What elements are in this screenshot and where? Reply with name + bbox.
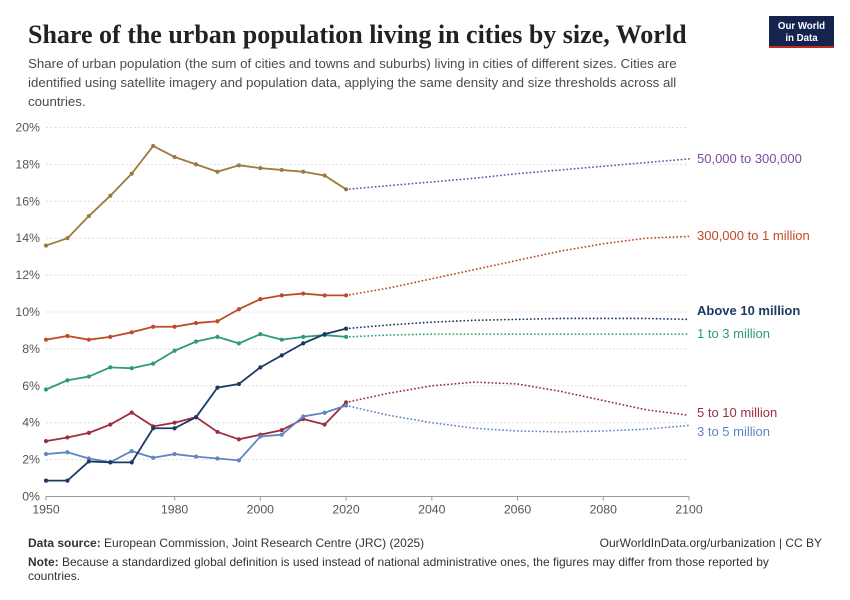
svg-text:0%: 0% xyxy=(22,490,40,504)
svg-text:2040: 2040 xyxy=(418,503,446,517)
svg-text:2020: 2020 xyxy=(332,503,360,517)
svg-text:14%: 14% xyxy=(15,231,40,245)
svg-text:20%: 20% xyxy=(15,121,40,135)
svg-text:10%: 10% xyxy=(15,305,40,319)
svg-text:1950: 1950 xyxy=(32,503,60,517)
svg-text:2000: 2000 xyxy=(247,503,275,517)
svg-text:2100: 2100 xyxy=(675,503,703,517)
svg-text:2%: 2% xyxy=(22,453,40,467)
svg-text:8%: 8% xyxy=(22,342,40,356)
svg-text:16%: 16% xyxy=(15,194,40,208)
svg-text:6%: 6% xyxy=(22,379,40,393)
svg-text:2080: 2080 xyxy=(590,503,618,517)
svg-text:2060: 2060 xyxy=(504,503,532,517)
svg-text:1980: 1980 xyxy=(161,503,189,517)
svg-text:4%: 4% xyxy=(22,416,40,430)
svg-text:12%: 12% xyxy=(15,268,40,282)
svg-text:18%: 18% xyxy=(15,157,40,171)
